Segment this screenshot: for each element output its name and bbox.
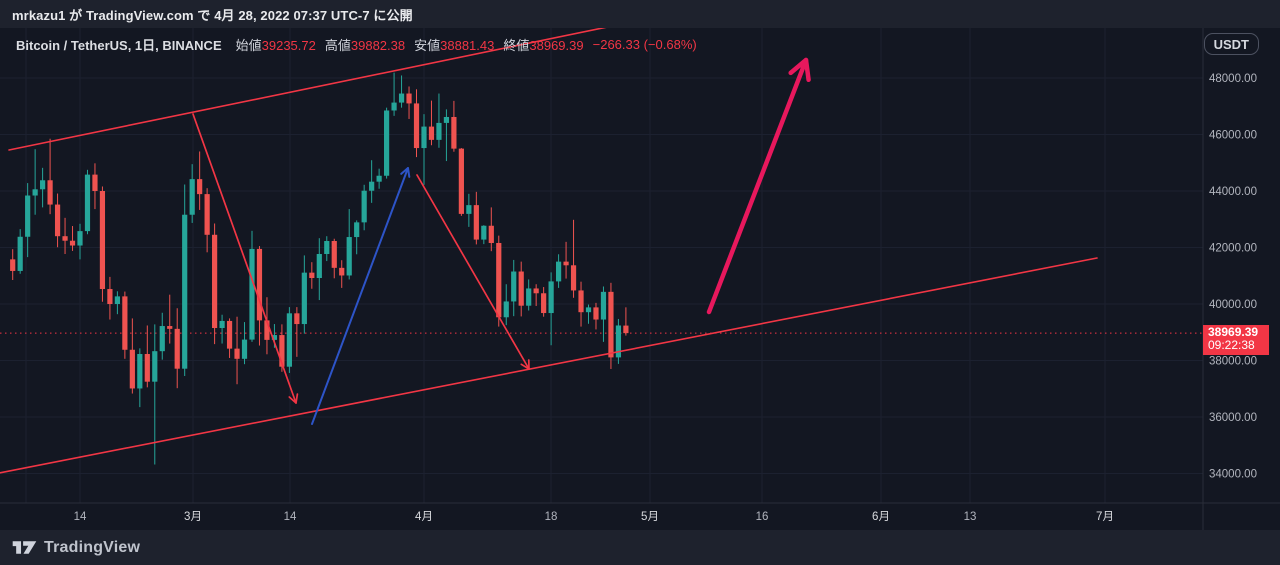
svg-text:7月: 7月 bbox=[1096, 511, 1114, 523]
tradingview-logo-link[interactable]: TradingView bbox=[12, 539, 140, 557]
chart-widget: 48000.00 46000.00 44000.00 42000.00 40000.00… bbox=[0, 28, 1280, 530]
svg-text:38000.00: 38000.00 bbox=[1209, 356, 1257, 368]
grid-lines bbox=[0, 28, 1203, 503]
change-value: −266.33 (−0.68%) bbox=[592, 37, 697, 52]
svg-text:16: 16 bbox=[756, 511, 769, 523]
ohlc-open: 始値39235.72 bbox=[235, 38, 316, 53]
svg-text:42000.00: 42000.00 bbox=[1209, 243, 1257, 255]
footer-bar: TradingView bbox=[0, 530, 1280, 565]
svg-text:4月: 4月 bbox=[415, 511, 433, 523]
bar-countdown: 09:22:38 bbox=[1208, 338, 1255, 352]
svg-text:36000.00: 36000.00 bbox=[1209, 412, 1257, 424]
svg-text:44000.00: 44000.00 bbox=[1209, 186, 1257, 198]
decline-arrow-2 bbox=[416, 174, 530, 370]
svg-text:48000.00: 48000.00 bbox=[1209, 73, 1257, 85]
publish-bar: mrkazu1 が TradingView.com で 4月 28, 2022 … bbox=[0, 0, 1280, 29]
svg-text:18: 18 bbox=[545, 511, 558, 523]
ohlc-low: 安値38881.43 bbox=[414, 38, 495, 53]
chart-pane[interactable]: 48000.00 46000.00 44000.00 42000.00 40000.00… bbox=[0, 28, 1280, 530]
axis-labels[interactable]: 48000.00 46000.00 44000.00 42000.00 40000.00… bbox=[0, 28, 1280, 530]
tradingview-logo-icon bbox=[12, 541, 37, 554]
currency-toggle-button[interactable]: USDT bbox=[1203, 33, 1259, 55]
ohlc-high: 高値39882.38 bbox=[324, 38, 406, 53]
symbol-title: Bitcoin / TetherUS, 1日, BINANCE bbox=[16, 38, 222, 53]
svg-text:13: 13 bbox=[964, 511, 977, 523]
svg-text:46000.00: 46000.00 bbox=[1209, 130, 1257, 142]
svg-text:14: 14 bbox=[284, 511, 297, 523]
svg-text:5月: 5月 bbox=[641, 511, 659, 523]
analyst-drawings[interactable] bbox=[0, 28, 1098, 474]
rally-arrow-blue bbox=[311, 167, 409, 425]
tradingview-wordmark: TradingView bbox=[44, 538, 141, 556]
svg-text:40000.00: 40000.00 bbox=[1209, 299, 1257, 311]
forecast-arrow-pink bbox=[706, 57, 809, 315]
svg-text:14: 14 bbox=[74, 511, 87, 523]
symbol-legend: Bitcoin / TetherUS, 1日, BINANCE 始値39235.… bbox=[16, 35, 697, 54]
svg-text:3月: 3月 bbox=[184, 511, 202, 523]
publish-info: mrkazu1 が TradingView.com で 4月 28, 2022 … bbox=[12, 7, 413, 23]
candlestick-series[interactable] bbox=[10, 72, 629, 465]
last-price-value: 38969.39 bbox=[1208, 325, 1259, 339]
channel-upper-trendline bbox=[8, 28, 607, 151]
channel-lower-trendline bbox=[0, 257, 1098, 474]
ohlc-close: 終値38969.39 bbox=[503, 38, 584, 53]
svg-text:34000.00: 34000.00 bbox=[1209, 469, 1257, 481]
last-price-badge: 38969.39 09:22:38 bbox=[1203, 325, 1269, 355]
decline-arrow-1 bbox=[192, 113, 297, 404]
svg-text:6月: 6月 bbox=[872, 511, 890, 523]
